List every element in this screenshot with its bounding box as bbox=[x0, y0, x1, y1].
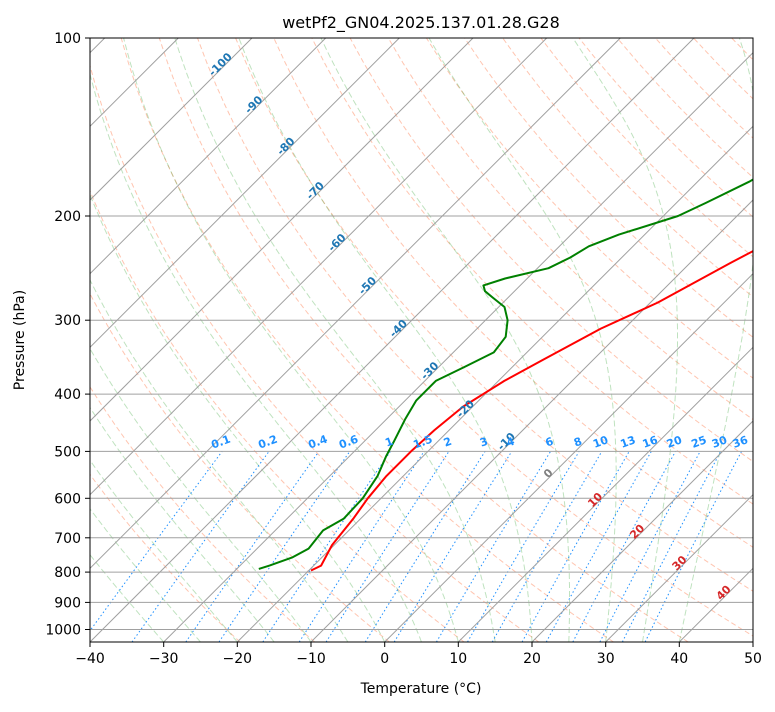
moist-adiabat-line bbox=[429, 38, 616, 642]
mixing-ratio-line bbox=[326, 451, 449, 642]
chart-title: wetPf2_GN04.2025.137.01.28.G28 bbox=[282, 13, 560, 33]
x-tick-label: 10 bbox=[449, 651, 467, 667]
moist-adiabat-line bbox=[0, 38, 311, 642]
mixing-ratio-label: 36 bbox=[731, 433, 750, 451]
mixing-ratio-label: 1 bbox=[383, 435, 395, 450]
mixing-ratio-label: 8 bbox=[572, 435, 584, 450]
mixing-ratio-line bbox=[522, 451, 629, 642]
mixing-ratio-label: 0.1 bbox=[210, 433, 233, 452]
moist-adiabat-line bbox=[0, 38, 274, 642]
dry-adiabat-line bbox=[0, 38, 315, 642]
x-tick-label: −40 bbox=[75, 651, 105, 667]
moist-adiabat-line bbox=[0, 38, 237, 642]
isotherm-line bbox=[164, 38, 768, 642]
y-tick-label: 300 bbox=[54, 313, 81, 329]
moist-adiabat-line bbox=[124, 38, 459, 642]
dry-adiabat-line bbox=[274, 38, 775, 642]
isotherm-label: -60 bbox=[325, 231, 348, 254]
x-tick-label: 20 bbox=[523, 651, 541, 667]
mixing-ratio-line bbox=[299, 451, 424, 642]
x-tick-label: −30 bbox=[149, 651, 179, 667]
mixing-ratio-line bbox=[82, 451, 222, 642]
isotherm-label: -70 bbox=[304, 179, 327, 202]
isotherm-line bbox=[90, 38, 694, 642]
dry-adiabat-line bbox=[0, 38, 240, 642]
y-tick-label: 100 bbox=[54, 31, 81, 47]
y-tick-label: 600 bbox=[54, 491, 81, 507]
y-tick-label: 500 bbox=[54, 444, 81, 460]
mixing-ratio-label: 16 bbox=[641, 433, 660, 451]
mixing-ratio-label: 0.2 bbox=[256, 433, 279, 452]
dry-adiabat-line bbox=[465, 38, 775, 642]
dewpoint-profile-line bbox=[259, 38, 775, 569]
mixing-ratio-line bbox=[468, 451, 580, 642]
isotherm-line bbox=[0, 38, 326, 642]
dry-adiabat-line bbox=[655, 38, 775, 642]
mixing-ratio-line bbox=[622, 451, 720, 642]
inner-labels: -100-90-80-70-60-50-40-30-20-10010203040… bbox=[206, 50, 750, 603]
moist-adiabat-line bbox=[16, 38, 348, 642]
x-tick-label: −10 bbox=[296, 651, 326, 667]
mixing-ratio-line bbox=[546, 451, 651, 642]
x-tick-label: 50 bbox=[744, 651, 762, 667]
mixing-ratio-label: 2 bbox=[442, 435, 454, 450]
mixing-ratio-label: 13 bbox=[619, 433, 638, 450]
isotherm-label: -100 bbox=[206, 50, 235, 79]
isotherm-label: 20 bbox=[627, 521, 647, 541]
isotherm-line bbox=[0, 38, 547, 642]
dry-adiabat-line bbox=[426, 38, 775, 642]
isotherm-line bbox=[458, 38, 775, 642]
y-tick-label: 700 bbox=[54, 531, 81, 547]
x-axis-label: Temperature (°C) bbox=[360, 681, 482, 697]
isotherm-label: 10 bbox=[585, 490, 605, 510]
mixing-ratio-line bbox=[573, 451, 676, 642]
x-tick-label: −20 bbox=[223, 651, 253, 667]
isotherm-line bbox=[0, 38, 399, 642]
y-axis-label: Pressure (hPa) bbox=[12, 290, 28, 390]
dry-adiabat-line bbox=[236, 38, 775, 642]
dry-adiabat-line bbox=[350, 38, 775, 642]
mixing-ratio-label: 20 bbox=[665, 433, 684, 451]
y-tick-label: 400 bbox=[54, 387, 81, 403]
x-tick-label: 40 bbox=[670, 651, 688, 667]
background-reference-lines bbox=[0, 38, 775, 642]
isotherm-label: 40 bbox=[714, 582, 734, 602]
isotherm-line bbox=[0, 38, 252, 642]
moist-adiabat-line bbox=[239, 38, 532, 642]
isotherm-line bbox=[753, 38, 775, 642]
mixing-ratio-label: 25 bbox=[690, 433, 709, 450]
y-tick-label: 900 bbox=[54, 595, 81, 611]
y-tick-label: 1000 bbox=[45, 623, 81, 639]
isotherm-label: -50 bbox=[356, 274, 379, 297]
x-tick-label: 30 bbox=[597, 651, 615, 667]
mixing-ratio-line bbox=[436, 451, 550, 642]
mixing-ratio-label: 3 bbox=[478, 435, 490, 450]
isotherm-label: 30 bbox=[670, 553, 690, 573]
mixing-ratio-label: 0.4 bbox=[306, 433, 329, 452]
dry-adiabat-line bbox=[83, 38, 539, 642]
isotherm-line bbox=[679, 38, 775, 642]
moist-adiabat-line bbox=[82, 38, 422, 642]
dry-adiabat-line bbox=[770, 38, 775, 642]
y-tick-label: 200 bbox=[54, 209, 81, 225]
mixing-ratio-label: 10 bbox=[591, 433, 610, 451]
x-tick-label: 0 bbox=[380, 651, 389, 667]
dry-adiabat-line bbox=[694, 38, 775, 642]
sounding-profiles bbox=[259, 38, 775, 571]
temperature-profile-line bbox=[311, 38, 775, 571]
isotherm-line bbox=[16, 38, 620, 642]
y-tick-label: 800 bbox=[54, 565, 81, 581]
